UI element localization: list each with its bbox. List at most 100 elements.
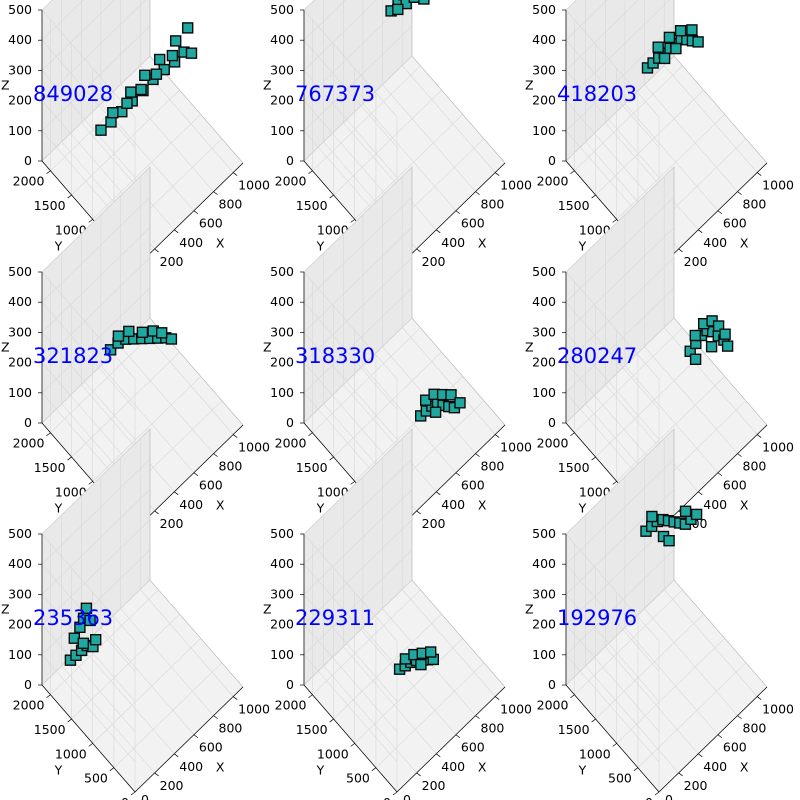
z-axis-label: Z: [525, 340, 534, 355]
x-tick-mark: [737, 715, 742, 719]
data-point: [454, 397, 466, 409]
z-tick-label: 500: [532, 526, 556, 541]
y-tick-mark: [392, 791, 398, 796]
y-tick-label: 1500: [558, 198, 590, 213]
data-point: [658, 52, 671, 65]
data-point: [674, 25, 687, 37]
x-tick-label: 200: [160, 254, 184, 269]
z-tick-label: 300: [270, 62, 294, 77]
x-axis-line: [134, 424, 244, 531]
z-tick-label: 400: [8, 32, 32, 47]
y-tick-mark: [570, 170, 575, 175]
y-tick-label: 500: [608, 771, 632, 786]
y-tick-label: 0: [121, 795, 129, 800]
panel-label: 767373: [295, 82, 375, 106]
x-tick-label: 600: [461, 216, 485, 231]
x-tick-mark: [678, 772, 683, 777]
x-tick-mark: [213, 453, 218, 457]
y-tick-mark: [612, 743, 617, 747]
y-axis-label: Y: [54, 763, 63, 778]
z-axis-label: Z: [263, 78, 272, 93]
x-tick-label: 1000: [238, 440, 270, 455]
y-axis-label: Y: [316, 239, 325, 254]
y-tick-label: 2000: [13, 174, 45, 189]
x-tick-mark: [213, 191, 218, 195]
y-tick-mark: [67, 456, 72, 461]
y-tick-mark: [88, 743, 93, 747]
data-point: [121, 97, 133, 110]
data-point: [123, 325, 135, 338]
y-tick-mark: [329, 194, 334, 199]
x-tick-label: 400: [179, 497, 203, 512]
y-tick-mark: [329, 456, 334, 461]
x-tick-mark: [717, 210, 723, 215]
x-tick-label: 800: [481, 721, 505, 736]
y-axis-label: Y: [578, 501, 587, 516]
z-tick-label: 500: [8, 2, 32, 17]
x-axis-line: [396, 162, 506, 269]
x-tick-mark: [174, 491, 179, 496]
x-tick-label: 400: [441, 235, 465, 250]
data-point: [107, 106, 119, 119]
z-tick-label: 400: [270, 294, 294, 309]
x-tick-mark: [678, 248, 683, 253]
y-tick-label: 1000: [317, 746, 349, 761]
x-tick-label: 600: [199, 216, 223, 231]
z-tick-label: 500: [8, 526, 32, 541]
y-tick-label: 2000: [13, 698, 45, 713]
y-tick-label: 2000: [275, 436, 307, 451]
x-tick-mark: [416, 772, 421, 777]
z-tick-label: 0: [286, 153, 294, 168]
y-axis-label: Y: [578, 763, 587, 778]
data-point: [689, 329, 702, 342]
x-tick-label: 600: [461, 740, 485, 755]
y-tick-mark: [308, 432, 313, 437]
data-point: [692, 36, 704, 48]
x-axis-line: [396, 424, 506, 531]
y-tick-label: 1000: [55, 484, 87, 499]
x-axis-line: [658, 686, 768, 793]
x-tick-mark: [756, 696, 762, 700]
panel-label: 235363: [33, 606, 113, 630]
y-tick-label: 1000: [317, 222, 349, 237]
data-point: [80, 602, 93, 615]
panel-label: 418203: [557, 82, 637, 106]
y-tick-mark: [612, 481, 617, 485]
x-tick-mark: [174, 753, 179, 758]
y-tick-mark: [570, 432, 575, 437]
y-tick-label: 1000: [55, 222, 87, 237]
z-tick-label: 400: [8, 556, 32, 571]
x-axis-line: [396, 686, 506, 793]
x-tick-mark: [494, 434, 500, 438]
y-tick-label: 2000: [537, 174, 569, 189]
y-axis-line: [41, 684, 136, 793]
y-tick-mark: [654, 791, 660, 796]
x-tick-mark: [494, 172, 500, 176]
panel-label: 318330: [295, 344, 375, 368]
y-tick-label: 1500: [558, 722, 590, 737]
y-tick-label: 0: [383, 795, 391, 800]
x-tick-label: 200: [684, 778, 708, 793]
x-tick-label-origin: 0: [141, 792, 149, 800]
z-tick-label: 0: [24, 153, 32, 168]
y-axis-line: [565, 684, 660, 793]
x-tick-label: 400: [441, 497, 465, 512]
y-tick-label: 1500: [34, 722, 66, 737]
z-tick-label: 200: [532, 93, 556, 108]
data-point: [419, 394, 432, 406]
data-point: [89, 633, 102, 646]
subplot-5: 20040060080010000X0500100015002000Y01002…: [263, 166, 532, 548]
data-point: [663, 31, 676, 44]
x-tick-mark: [232, 696, 238, 700]
y-tick-mark: [46, 694, 51, 699]
x-tick-mark: [698, 491, 703, 496]
z-tick-label: 400: [532, 556, 556, 571]
z-axis-label: Z: [525, 78, 534, 93]
x-tick-mark: [475, 715, 480, 719]
data-point: [679, 505, 692, 517]
y-axis-label: Y: [54, 239, 63, 254]
x-axis-label: X: [478, 498, 487, 513]
z-tick-label: 0: [24, 415, 32, 430]
z-tick-label: 200: [8, 93, 32, 108]
